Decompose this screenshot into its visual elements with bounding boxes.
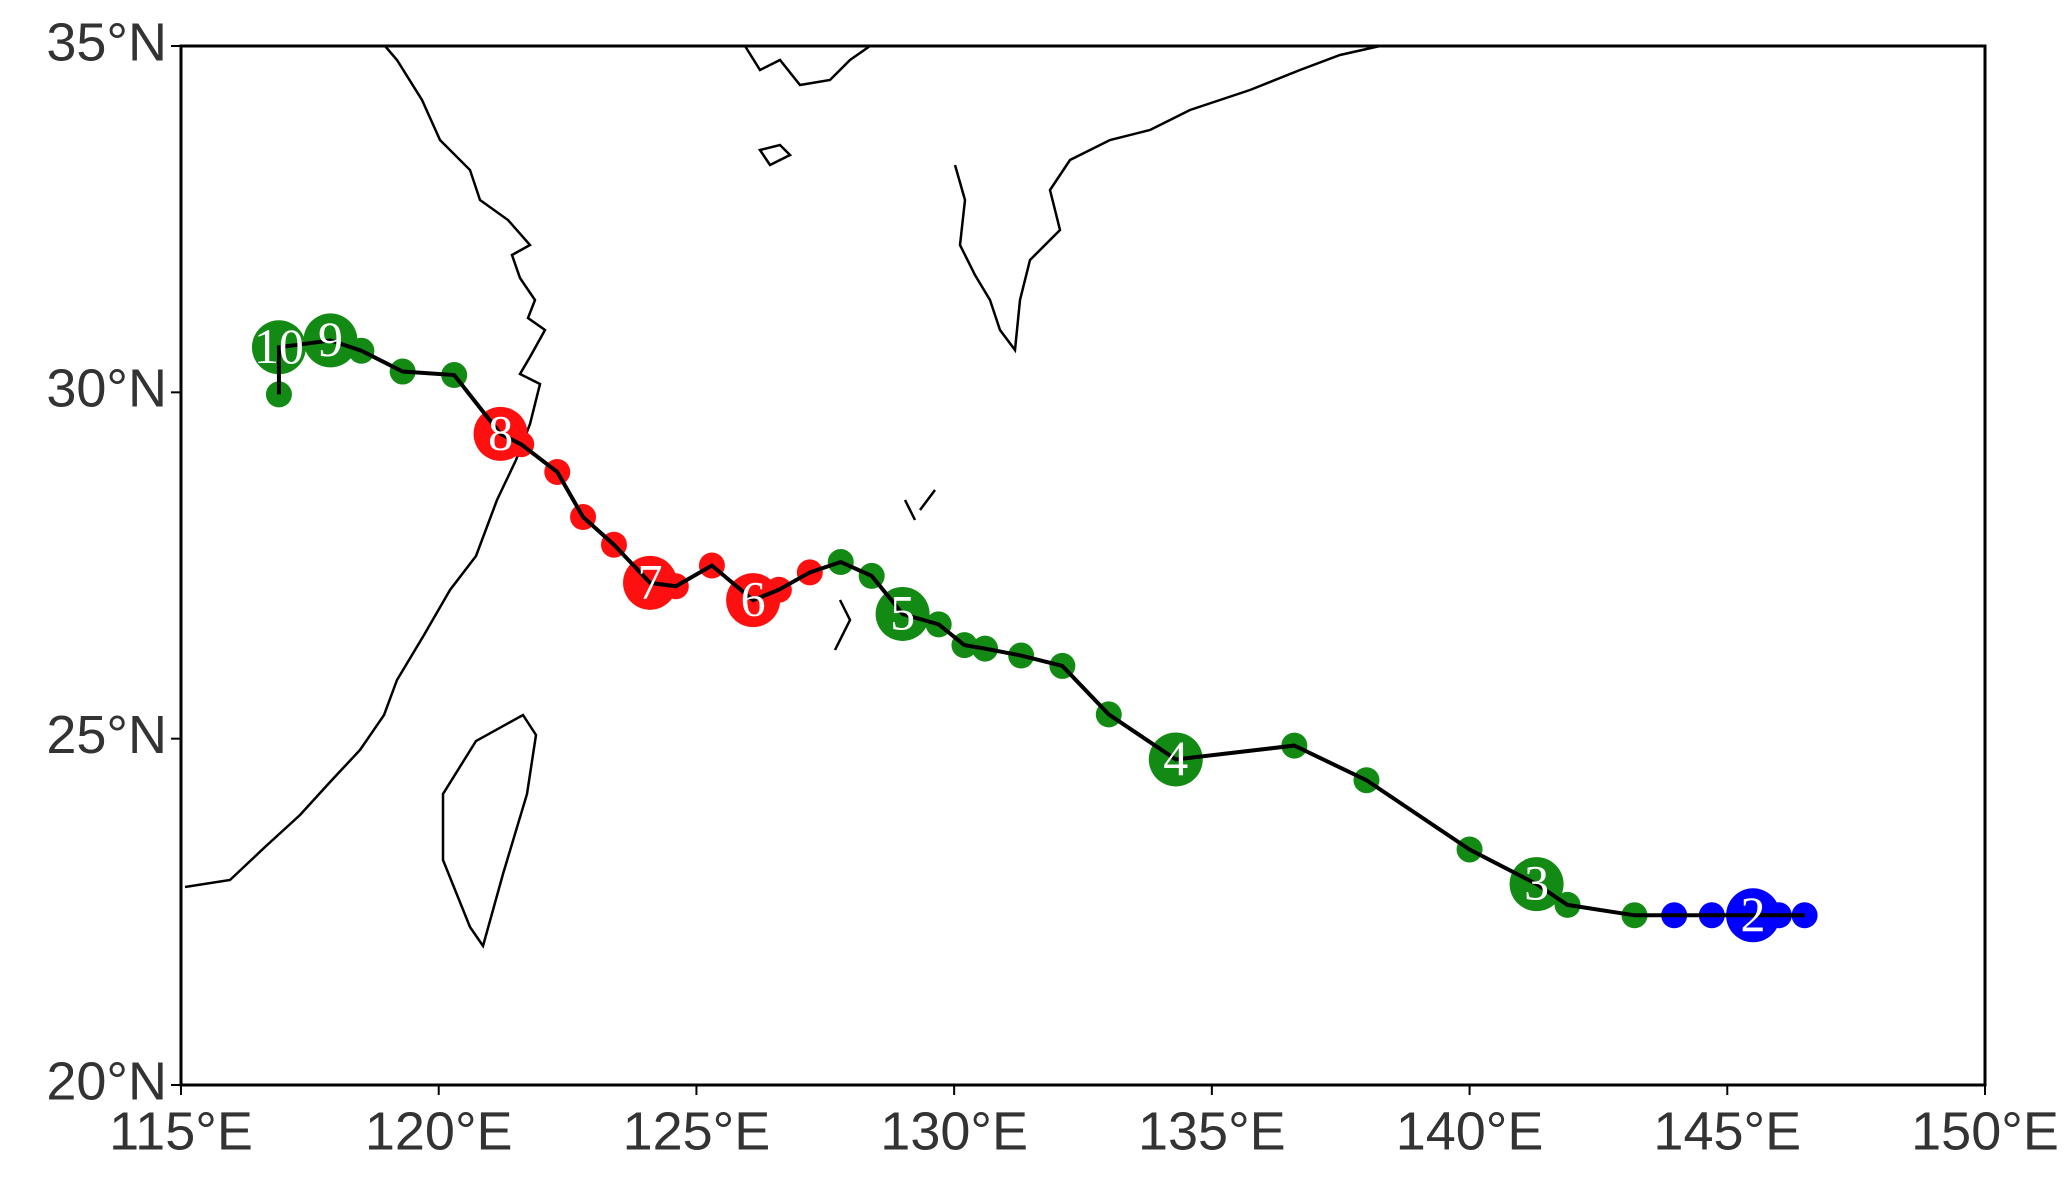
day-label: 3	[1524, 855, 1549, 911]
japan	[953, 44, 1381, 354]
china-coast	[184, 45, 547, 889]
track-line	[276, 338, 1805, 918]
day-label: 5	[890, 584, 915, 640]
y-tick-label: 20°N	[46, 1051, 167, 1111]
x-tick-label: 150°E	[1911, 1101, 2059, 1161]
taiwan	[441, 713, 538, 949]
day-label: 4	[1163, 730, 1188, 786]
coastlines	[184, 44, 1381, 949]
y-tick-label: 30°N	[46, 359, 167, 419]
day-label: 8	[488, 404, 513, 460]
day-label: 6	[741, 571, 766, 627]
plot-frame	[179, 44, 1987, 1087]
x-tick-label: 140°E	[1396, 1101, 1544, 1161]
island	[757, 143, 793, 167]
day-label: 10	[254, 318, 304, 374]
x-tick-label: 130°E	[880, 1101, 1028, 1161]
day-label: 9	[318, 311, 343, 367]
x-tick-label: 145°E	[1653, 1101, 1801, 1161]
x-tick-label: 115°E	[109, 1101, 253, 1161]
y-tick-label: 25°N	[46, 705, 167, 765]
day-label: 7	[638, 553, 663, 609]
y-tick-label: 35°N	[46, 12, 167, 72]
day-label: 2	[1741, 886, 1766, 942]
korea-coast	[743, 44, 871, 87]
x-tick-label: 135°E	[1138, 1101, 1286, 1161]
ryukyu	[833, 489, 936, 651]
x-tick-label: 125°E	[623, 1101, 771, 1161]
x-tick-label: 120°E	[365, 1101, 513, 1161]
